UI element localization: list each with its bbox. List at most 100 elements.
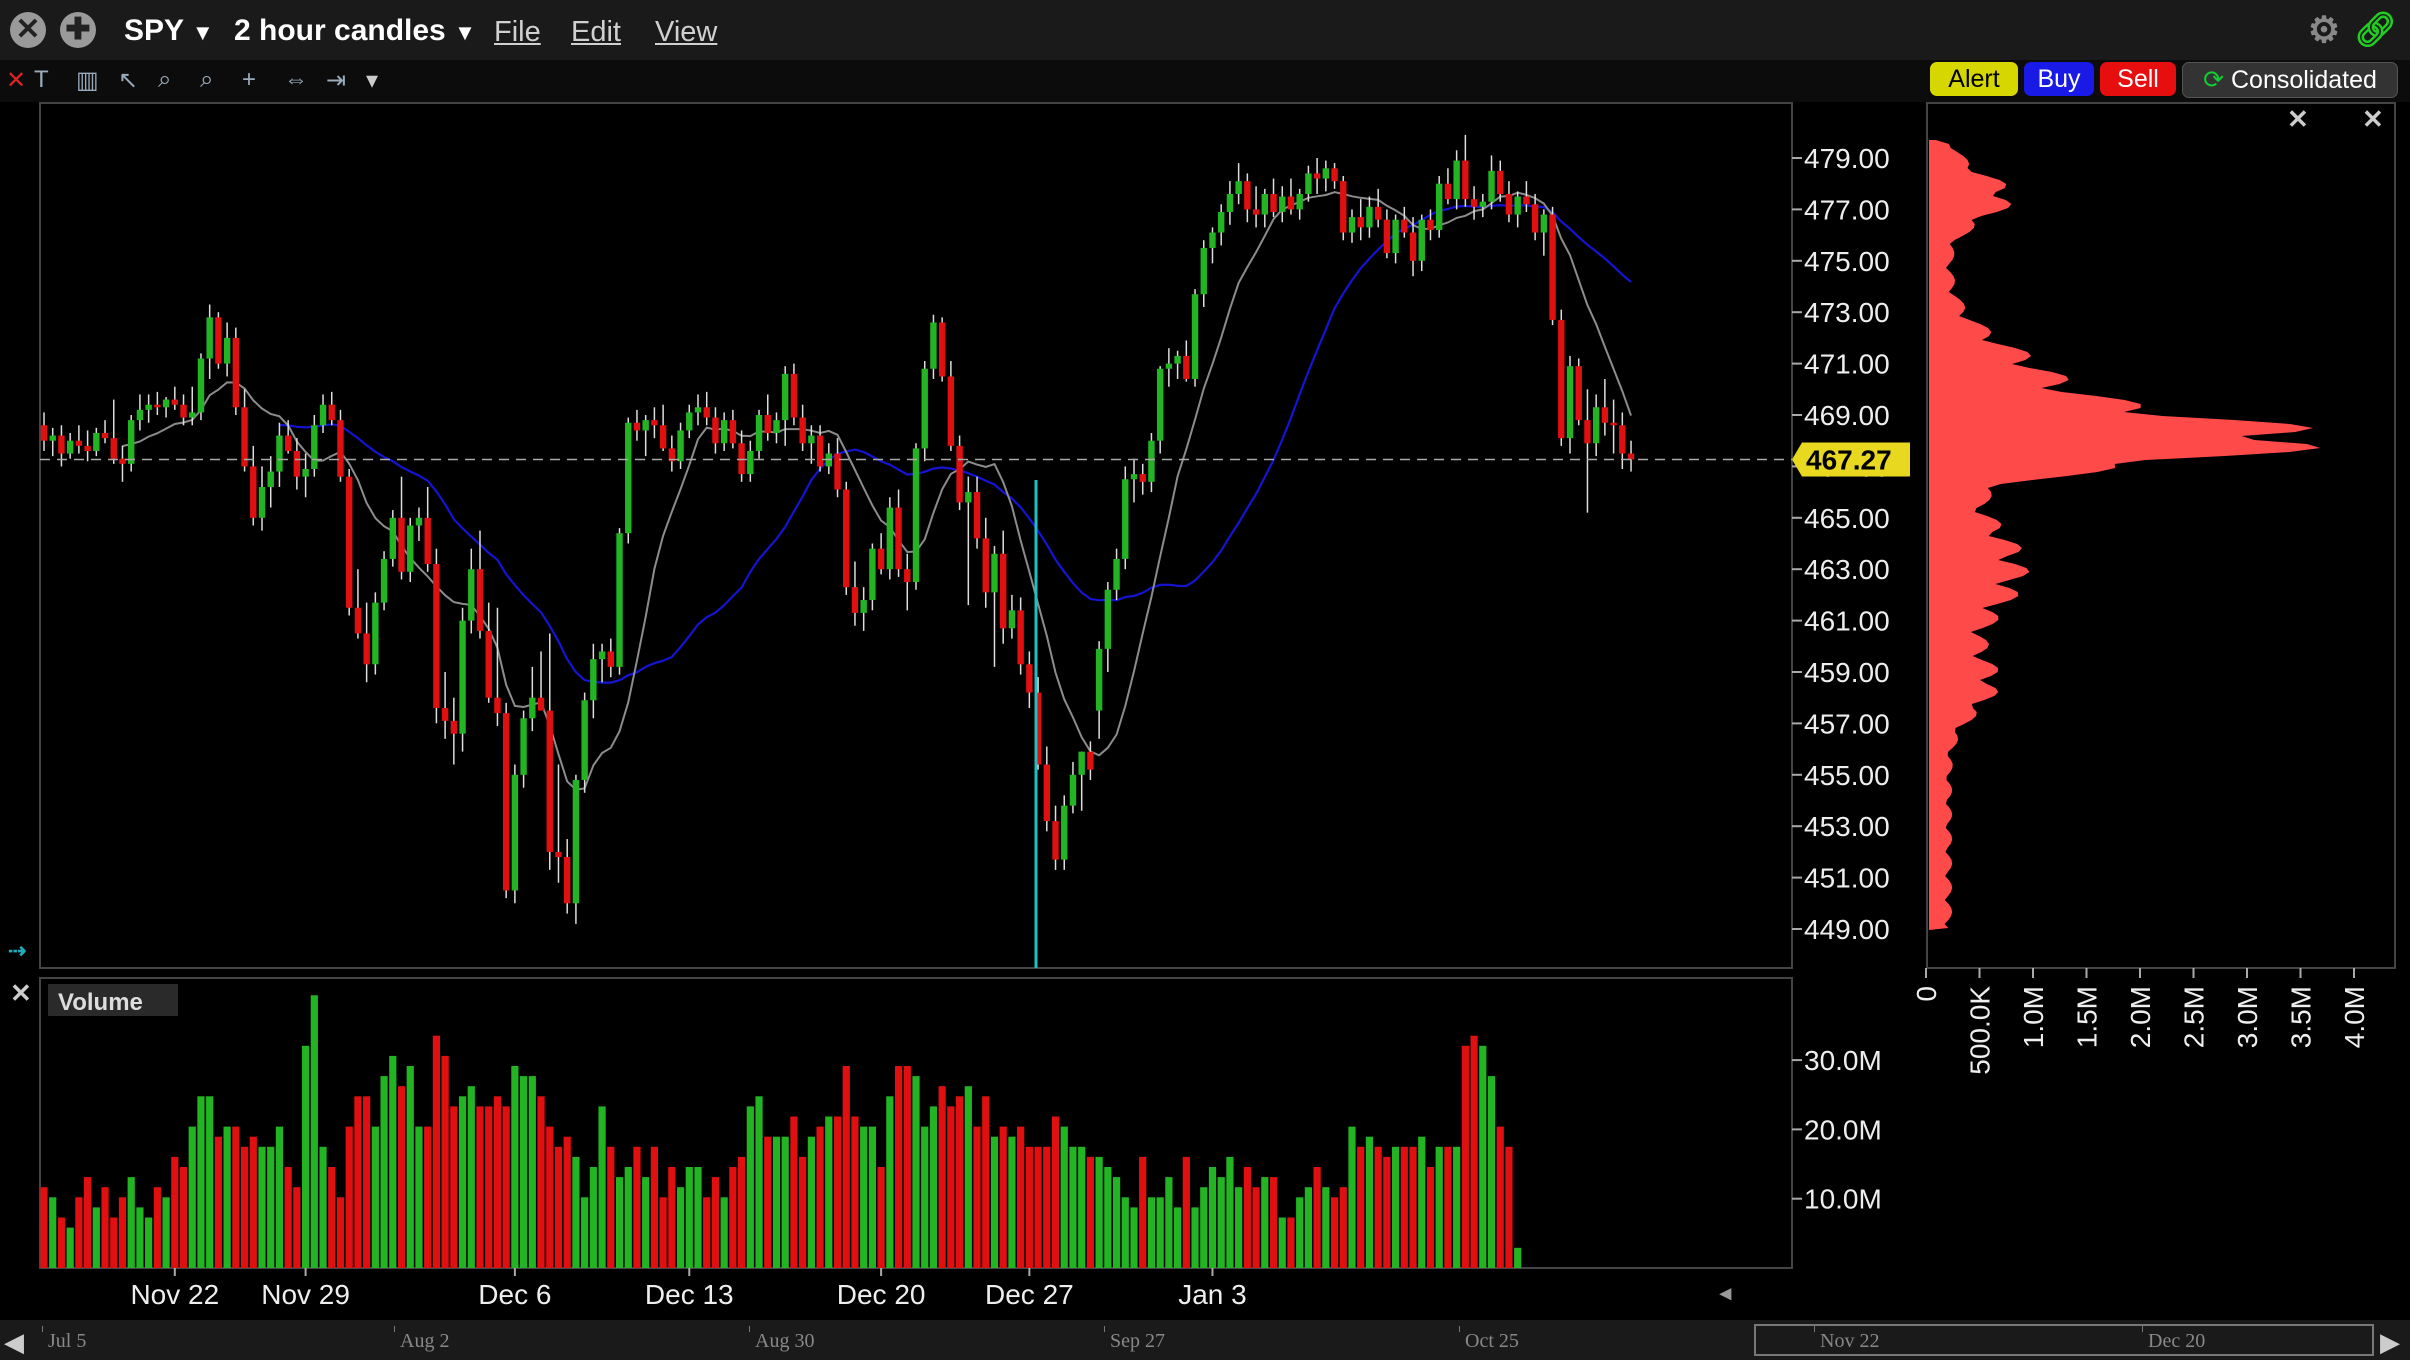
volume-bar [458,1096,467,1268]
menu-edit[interactable]: Edit [571,16,621,48]
y-tick-label: 463.00 [1804,554,1890,585]
volume-bar [554,1146,563,1268]
volume-bar [912,1076,920,1268]
volume-bar [232,1126,240,1268]
close-icon[interactable]: ✕ [6,67,27,94]
volume-bar [214,1136,222,1268]
candle [1104,589,1112,649]
x-tick-label: Nov 29 [261,1279,350,1310]
volume-bar [694,1167,702,1268]
candle [729,420,737,444]
volume-bar [546,1126,554,1268]
volume-bar [275,1126,284,1268]
volume-bar [990,1136,999,1268]
candle [912,448,920,583]
sell-button[interactable]: Sell [2100,62,2176,96]
alert-button[interactable]: Alert [1930,62,2018,96]
volume-bar [799,1156,807,1268]
chevron-down-icon[interactable]: ▾ [366,67,379,94]
volume-bar [982,1096,990,1268]
volume-bar [738,1156,746,1268]
scrollbar-label: Dec 20 [2148,1330,2206,1352]
close-volume-icon[interactable]: ✕ [10,978,32,1008]
scrollbar-label: Sep 27 [1110,1330,1165,1352]
scrollbar-tick [1104,1326,1105,1332]
pan-icon[interactable]: ⇔ [284,66,308,93]
candle [1575,366,1582,421]
candle [215,317,222,364]
volume-bar [1287,1217,1295,1268]
candle [1026,664,1033,693]
zoom-out-icon[interactable]: ⌕ [200,66,214,93]
scroll-right-end-icon[interactable]: ▶ [2380,1328,2400,1357]
timeframe-selector[interactable]: 2 hour candles ▼ [234,14,476,48]
profile-x-tick-label: 500.0K [1965,986,1996,1075]
pointer-icon[interactable]: ↖ [118,67,139,94]
link-icon[interactable]: 🔗︎ [2354,11,2398,49]
menu-view[interactable]: View [655,16,718,48]
measure-icon[interactable]: ⇥ [326,67,347,94]
close-window-icon[interactable]: ✕ [10,12,46,48]
volume-bar [1017,1126,1025,1268]
candle [328,404,335,421]
volume-bar [642,1177,650,1268]
volume-bar [685,1167,693,1268]
candle [1619,425,1626,454]
profile-x-tick-label: 3.5M [2286,986,2317,1048]
volume-bar [1357,1146,1365,1268]
candle [1305,173,1312,194]
time-scrollbar[interactable] [0,1320,2410,1360]
volume-bar [49,1197,57,1268]
volume-bar [1348,1126,1356,1268]
text-tool-icon[interactable]: T [34,66,49,93]
candle [1549,214,1556,320]
route-button[interactable]: ⟳ Consolidated [2182,62,2398,98]
scroll-left-icon[interactable]: ◀ [4,1328,24,1357]
crosshair-icon[interactable]: + [242,66,257,93]
candle [1017,610,1024,665]
gear-icon[interactable]: ⚙ [2307,9,2341,50]
new-window-icon[interactable]: ✚ [60,12,96,48]
candle [1331,168,1338,182]
scroll-right-icon[interactable]: ◂ [1720,1280,1732,1305]
volume-bar [589,1167,597,1268]
chart-area[interactable]: 479.00 477.00 475.00 473.00 471.00 469.00 467.… [0,100,2410,1320]
candle [956,445,963,503]
volume-bar [136,1207,144,1268]
zoom-in-icon[interactable]: ⌕ [158,66,172,93]
candle [1252,209,1260,215]
candle [1139,474,1146,482]
y-tick-label: 461.00 [1804,606,1890,637]
volume-bar [1383,1156,1391,1268]
profile-panel[interactable] [1926,102,2396,969]
candle [1418,219,1425,261]
close-profile-icon[interactable]: ✕ [2287,104,2309,134]
menu-file[interactable]: File [494,16,541,48]
bar-tool-icon[interactable]: ▥ [76,67,99,94]
candle [1296,193,1303,210]
volume-bar [528,1076,536,1268]
volume-bar [127,1177,135,1268]
volume-bar [894,1066,903,1268]
buy-button[interactable]: Buy [2024,62,2094,96]
candle [529,697,536,719]
candle [965,492,972,503]
candle [1226,193,1234,212]
symbol-selector[interactable]: SPY ▼ [124,14,214,48]
refresh-icon: ⟳ [2203,66,2231,94]
close-panel-icon[interactable]: ✕ [2362,104,2384,134]
candle [947,376,955,446]
candle [1383,219,1391,254]
volume-bar [851,1116,859,1268]
volume-bar [118,1197,127,1268]
volume-bar [1444,1146,1452,1268]
candle [232,337,240,408]
candle [1592,407,1600,444]
profile-x-tick-label: 1.5M [2072,986,2103,1048]
scrollbar-thumb[interactable] [1754,1324,2374,1356]
candle [799,417,806,444]
last-price-tag [1792,442,1910,477]
expand-icon[interactable]: ⇢ [8,938,27,963]
candle [485,630,492,698]
candle [816,435,824,467]
